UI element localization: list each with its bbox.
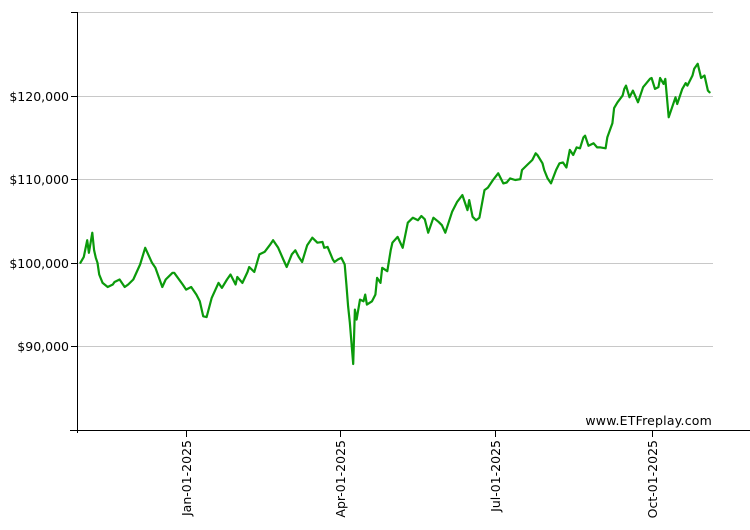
y-tick-label: $100,000 [9,256,69,271]
x-tick-label: Jan-01-2025 [179,440,194,517]
y-tick-label: $110,000 [9,172,69,187]
x-tick-label: Apr-01-2025 [333,440,348,518]
x-tick-label: Oct-01-2025 [645,440,660,518]
x-tick-label: Jul-01-2025 [488,440,503,513]
price-line [79,62,711,366]
y-tick-label: $90,000 [17,339,69,354]
y-tick-label: $120,000 [9,89,69,104]
etfreplay-watermark: www.ETFreplay.com [585,413,712,428]
